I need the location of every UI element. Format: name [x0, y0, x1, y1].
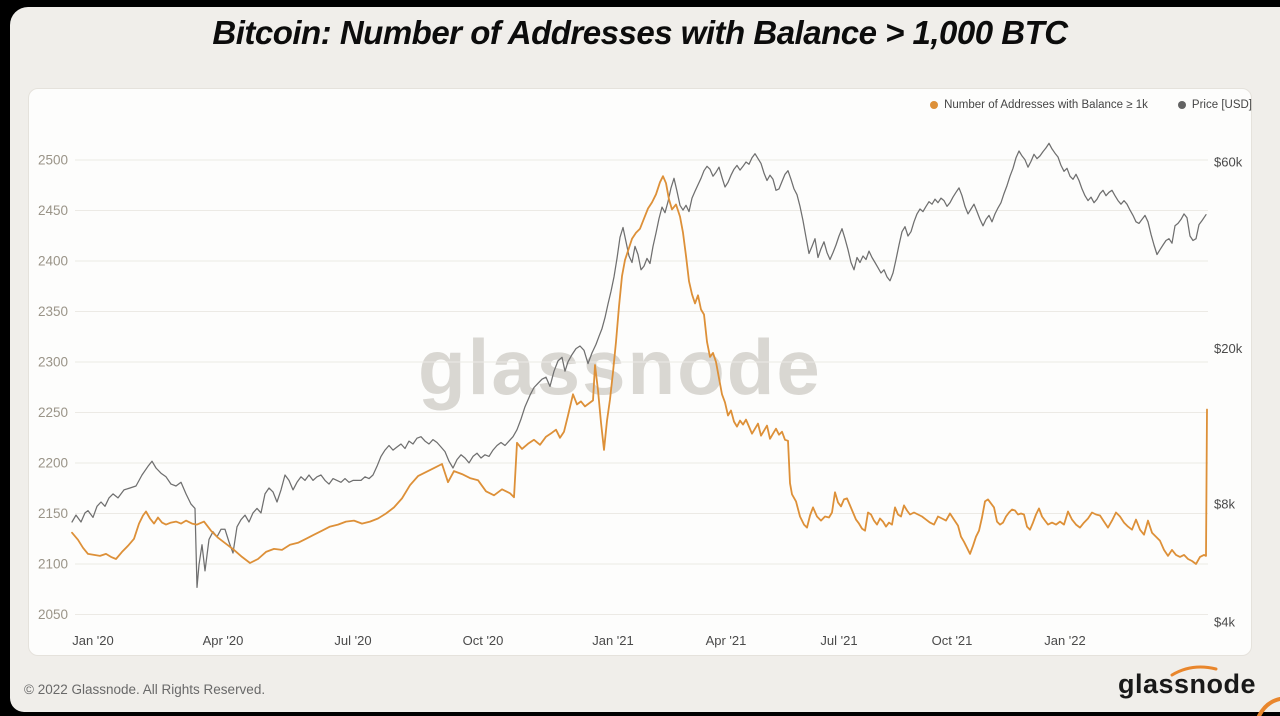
x-tick-label: Oct '20 [463, 633, 504, 648]
y-left-tick-label: 2450 [38, 203, 68, 218]
y-left-tick-label: 2100 [38, 557, 68, 572]
x-tick-label: Jan '20 [72, 633, 114, 648]
copyright-text: © 2022 Glassnode. All Rights Reserved. [24, 682, 266, 697]
y-left-tick-label: 2050 [38, 607, 68, 622]
glassnode-watermark: glassnode [418, 323, 822, 411]
x-tick-label: Oct '21 [932, 633, 973, 648]
price-legend-label: Price [USD] [1191, 99, 1252, 111]
y-right-tick-label: $4k [1214, 614, 1235, 629]
x-tick-label: Apr '20 [203, 633, 244, 648]
x-tick-label: Apr '21 [706, 633, 747, 648]
y-right-tick-label: $60k [1214, 155, 1243, 170]
x-tick-label: Jul '20 [334, 633, 371, 648]
addresses-legend-dot-icon [930, 101, 939, 109]
y-right-tick-label: $20k [1214, 341, 1243, 356]
legend: Number of Addresses with Balance ≥ 1k Pr… [930, 99, 1252, 111]
x-tick-label: Jul '21 [820, 633, 857, 648]
legend-item-price: Price [USD] [1177, 99, 1252, 111]
y-left-tick-label: 2350 [38, 304, 68, 319]
price-line [71, 142, 1207, 589]
addresses-line [71, 175, 1208, 565]
y-left-tick-label: 2250 [38, 405, 68, 420]
y-left-tick-label: 2500 [38, 153, 68, 168]
y-left-tick-label: 2400 [38, 254, 68, 269]
chart-panel [28, 88, 1252, 656]
legend-item-addresses: Number of Addresses with Balance ≥ 1k [930, 99, 1148, 111]
y-right-tick-label: $8k [1214, 497, 1235, 512]
y-left-tick-label: 2300 [38, 355, 68, 370]
logo-swoosh-icon [1170, 665, 1218, 677]
x-tick-label: Jan '21 [592, 633, 634, 648]
chart-title: Bitcoin: Number of Addresses with Balanc… [212, 14, 1068, 51]
y-left-tick-label: 2150 [38, 506, 68, 521]
price-legend-dot-icon [1177, 101, 1186, 109]
glassnode-logo: glassnode [1117, 665, 1256, 700]
x-tick-label: Jan '22 [1044, 633, 1086, 648]
corner-swoosh-icon [1257, 697, 1280, 716]
y-left-tick-label: 2200 [38, 456, 68, 471]
addresses-legend-label: Number of Addresses with Balance ≥ 1k [944, 99, 1148, 111]
glassnode-logo-text: glassnode [1117, 669, 1256, 699]
